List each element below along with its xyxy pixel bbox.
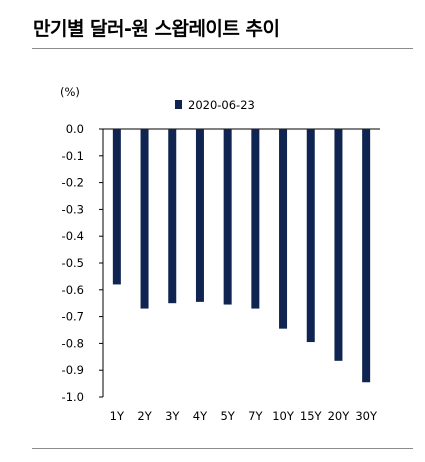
y-tick-label: -0.1 <box>62 149 84 163</box>
legend-swatch <box>175 100 182 109</box>
bar-5y <box>223 129 232 305</box>
y-unit-label: (%) <box>60 85 80 99</box>
y-tick-label: -0.3 <box>62 202 84 216</box>
bar-1y <box>112 129 121 285</box>
chart-title: 만기별 달러-원 스왑레이트 추이 <box>33 18 280 40</box>
x-tick-label: 10Y <box>272 409 295 423</box>
y-tick-label: -1.0 <box>62 390 84 404</box>
x-tick-label: 2Y <box>137 409 152 423</box>
y-tick-label: -0.5 <box>62 256 84 270</box>
bottom-divider <box>32 448 413 449</box>
bar-15y <box>306 129 315 343</box>
legend-label: 2020-06-23 <box>188 98 255 112</box>
y-tick-label: -0.2 <box>62 176 84 190</box>
bar-2y <box>140 129 149 309</box>
x-tick-label: 30Y <box>355 409 378 423</box>
x-tick-label: 5Y <box>220 409 235 423</box>
x-tick-label: 1Y <box>110 409 125 423</box>
bar-30y <box>362 129 371 383</box>
y-tick-label: -0.8 <box>62 336 84 350</box>
y-tick-label: -0.7 <box>62 310 84 324</box>
bar-3y <box>168 129 177 304</box>
bar-7y <box>251 129 260 309</box>
top-divider <box>32 48 413 49</box>
bar-4y <box>195 129 204 302</box>
y-tick-label: 0.0 <box>66 122 84 136</box>
y-tick-label: -0.9 <box>62 363 84 377</box>
x-tick-label: 7Y <box>248 409 263 423</box>
x-tick-label: 15Y <box>300 409 323 423</box>
y-tick-label: -0.4 <box>62 229 84 243</box>
x-tick-label: 4Y <box>193 409 208 423</box>
x-tick-label: 3Y <box>165 409 180 423</box>
x-tick-label: 20Y <box>328 409 351 423</box>
bar-20y <box>334 129 343 361</box>
y-tick-label: -0.6 <box>62 283 84 297</box>
bar-10y <box>279 129 288 329</box>
